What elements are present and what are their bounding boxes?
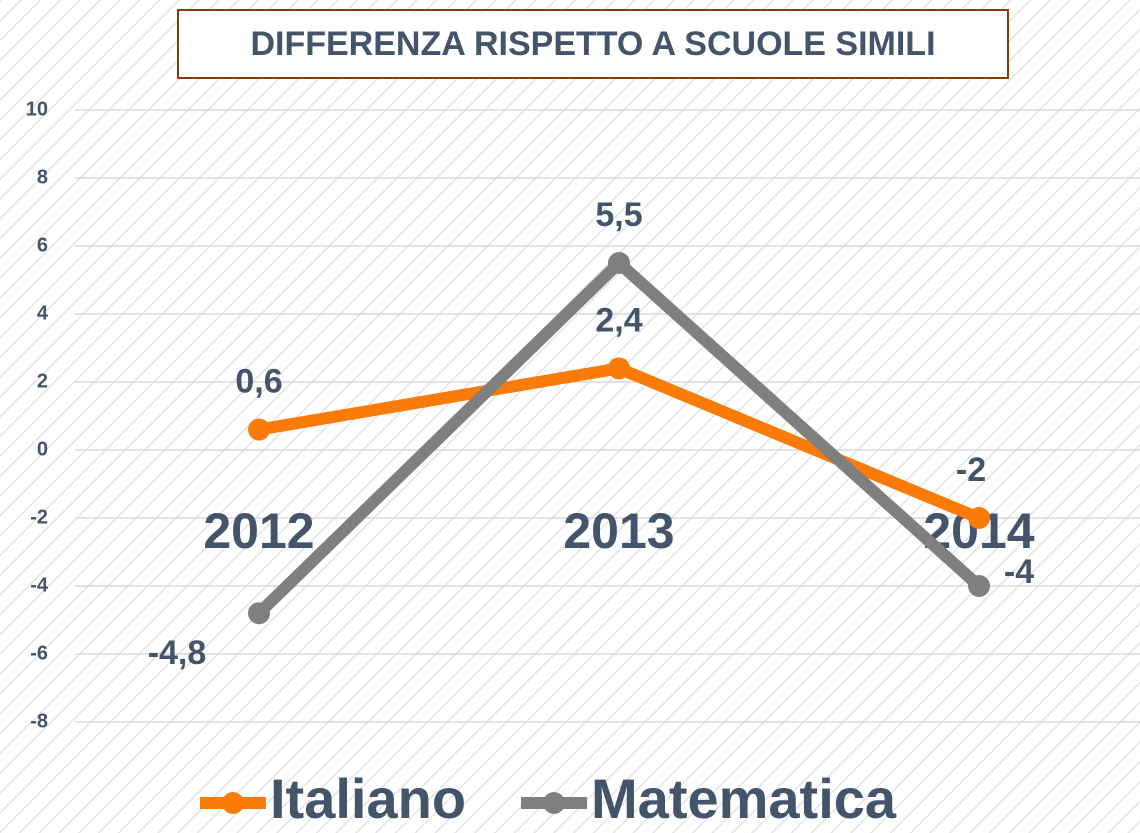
- legend-label: Matematica: [591, 767, 897, 830]
- y-tick-label: 6: [37, 234, 48, 256]
- y-tick-label: -6: [30, 642, 48, 664]
- data-label: -2: [956, 451, 986, 489]
- title-box: [177, 9, 1009, 79]
- data-label: 5,5: [595, 196, 642, 234]
- data-label: -4: [1004, 553, 1034, 591]
- data-label: -4,8: [148, 634, 207, 672]
- x-tick-label: 2012: [203, 503, 314, 559]
- marker: [968, 507, 990, 529]
- data-label: 2,4: [595, 301, 642, 339]
- marker: [608, 252, 630, 274]
- y-tick-label: -4: [30, 574, 49, 596]
- y-tick-label: 2: [37, 370, 48, 392]
- data-label: 0,6: [235, 363, 282, 401]
- marker: [608, 357, 630, 380]
- marker: [248, 418, 270, 441]
- chart-title: DIFFERENZA RISPETTO A SCUOLE SIMILI: [250, 25, 935, 63]
- y-tick-label: -2: [30, 506, 48, 528]
- y-tick-label: -8: [30, 710, 48, 732]
- marker: [248, 602, 270, 625]
- y-tick-label: 10: [26, 98, 48, 120]
- marker: [968, 575, 990, 597]
- y-tick-label: 0: [37, 438, 48, 460]
- legend-marker: [222, 792, 244, 814]
- y-tick-label: 8: [37, 166, 48, 188]
- legend-marker: [543, 792, 566, 814]
- y-tick-label: 4: [37, 302, 49, 324]
- x-tick-label: 2013: [563, 503, 674, 559]
- legend-label: Italiano: [270, 767, 466, 830]
